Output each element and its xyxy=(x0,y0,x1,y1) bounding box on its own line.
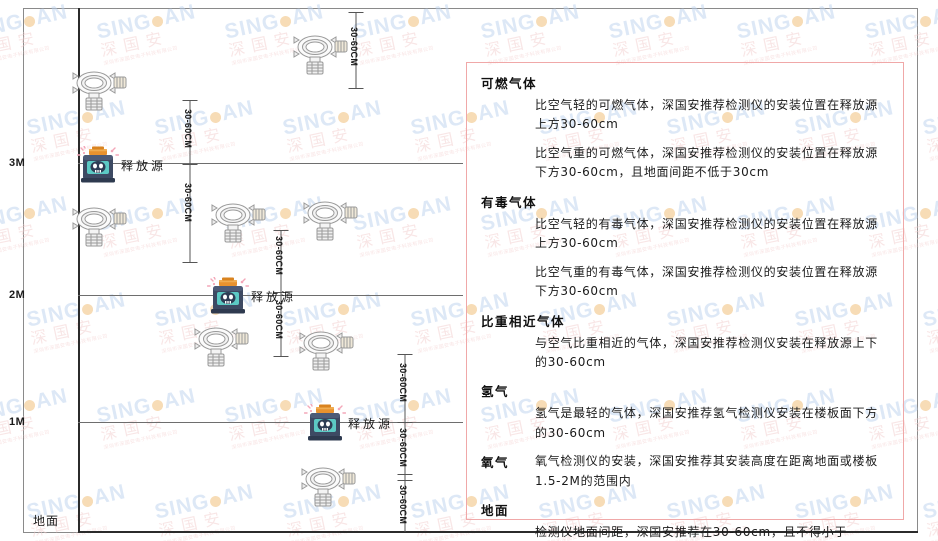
release-source-icon xyxy=(303,403,347,442)
source-label-2m: 释放源 xyxy=(251,290,297,304)
gas-detector-icon xyxy=(297,462,359,508)
ground-baseline xyxy=(78,531,918,533)
watermark-small-text: 深圳市深国安电子科技有限公司 xyxy=(929,333,938,356)
release-source-icon xyxy=(76,145,120,184)
vertical-height-axis xyxy=(78,8,80,533)
gas-detector-icon xyxy=(295,326,357,372)
section-heading: 地面 xyxy=(481,503,510,519)
watermark-chinese: 深国安 xyxy=(924,123,938,157)
section-paragraph: 氢气是最轻的气体，深国安推荐氢气检测仪安装在楼板面下方的30-60cm xyxy=(535,406,878,440)
axis-label-1m: 1M xyxy=(9,416,26,428)
level-line-3m xyxy=(78,163,463,164)
gas-detector-icon xyxy=(68,202,130,248)
watermark-dot-icon xyxy=(919,14,933,28)
dimension-text: 30-60CM xyxy=(183,183,193,223)
release-source-icon xyxy=(206,276,250,315)
section-paragraph: 氧气检测仪的安装，深国安推荐其安装高度在距离地面或楼板1.5-2M的范围内 xyxy=(535,454,878,488)
section-paragraph: 检测仪地面间距，深国安推荐在30-60cm，且不得小于30cm，因为过低容易水溅… xyxy=(535,525,848,540)
panel-section-combustible-gas: 可燃气体比空气轻的可燃气体，深国安推荐检测仪的安装位置在释放源上方30-60cm… xyxy=(481,73,889,183)
section-paragraph: 比空气轻的可燃气体，深国安推荐检测仪的安装位置在释放源上方30-60cm xyxy=(535,98,878,132)
dimension-column-left: 30-60CM 30-60CM xyxy=(182,98,198,264)
installation-guidance-panel: 可燃气体比空气轻的可燃气体，深国安推荐检测仪的安装位置在释放源上方30-60cm… xyxy=(466,62,904,539)
dimension-text: 30-60CM xyxy=(398,363,408,403)
gas-detector-icon xyxy=(299,196,361,242)
dimension-column-middle: 30-60CM 30-60CM xyxy=(273,228,289,358)
watermark-dot-icon xyxy=(919,206,933,220)
dimension-text: 30-60CM xyxy=(398,428,408,468)
watermark-small-text: 深圳市深国安电子科技有限公司 xyxy=(929,141,938,164)
watermark-chinese: 深国安 xyxy=(924,315,938,349)
dimension-text: 30-60CM xyxy=(398,485,408,525)
panel-section-ground: 地面检测仪地面间距，深国安推荐在30-60cm，且不得小于30cm，因为过低容易… xyxy=(481,500,889,541)
panel-section-similar-density-gas: 比重相近气体与空气比重相近的气体，深国安推荐检测仪安装在释放源上下的30-60c… xyxy=(481,311,889,373)
panel-section-oxygen: 氧气 氧气检测仪的安装，深国安推荐其安装高度在距离地面或楼板1.5-2M的范围内 xyxy=(481,452,889,491)
panel-section-toxic-gas: 有毒气体比空气轻的有毒气体，深国安推荐检测仪的安装位置在释放源上方30-60cm… xyxy=(481,192,889,302)
section-paragraph: 比空气重的可燃气体，深国安推荐检测仪的安装位置在释放源下方30-60cm，且地面… xyxy=(535,145,878,180)
level-line-2m xyxy=(78,295,463,296)
watermark-dot-icon xyxy=(919,398,933,412)
dimension-text: 30-60CM xyxy=(274,236,284,276)
dimension-column-top: 30-60CM xyxy=(348,10,364,90)
section-heading: 有毒气体 xyxy=(481,194,538,210)
gas-detector-icon xyxy=(289,30,351,76)
gas-detector-icon xyxy=(68,66,130,112)
gas-detector-icon xyxy=(190,322,252,368)
axis-label-3m: 3M xyxy=(9,157,26,169)
source-label-3m: 释放源 xyxy=(121,159,167,173)
dimension-text: 30-60CM xyxy=(183,109,193,149)
panel-section-hydrogen: 氢气氢气是最轻的气体，深国安推荐氢气检测仪安装在楼板面下方的30-60cm xyxy=(481,381,889,443)
section-heading: 比重相近气体 xyxy=(481,313,566,329)
axis-label-2m: 2M xyxy=(9,289,26,301)
section-paragraph: 比空气轻的有毒气体，深国安推荐检测仪的安装位置在释放源上方30-60cm xyxy=(535,216,878,251)
dimension-column-right: 30-60CM 30-60CM 30-60CM xyxy=(397,352,413,532)
section-heading: 可燃气体 xyxy=(481,76,538,91)
section-paragraph: 比空气重的有毒气体，深国安推荐检测仪的安装位置在释放源下方30-60cm xyxy=(535,264,878,299)
ground-label: 地面 xyxy=(33,514,60,528)
dimension-text: 30-60CM xyxy=(274,300,284,340)
level-line-1m xyxy=(78,422,463,423)
watermark-small-text: 深圳市深国安电子科技有限公司 xyxy=(929,525,938,541)
section-paragraph: 与空气比重相近的气体，深国安推荐检测仪安装在释放源上下的30-60cm xyxy=(535,335,878,369)
section-heading: 氧气 xyxy=(481,455,510,471)
source-label-1m: 释放源 xyxy=(348,417,394,431)
gas-detector-icon xyxy=(207,198,269,244)
panel-section-list: 可燃气体比空气轻的可燃气体，深国安推荐检测仪的安装位置在释放源上方30-60cm… xyxy=(481,73,889,541)
watermark-chinese: 深国安 xyxy=(924,507,938,541)
section-heading: 氢气 xyxy=(481,384,510,400)
